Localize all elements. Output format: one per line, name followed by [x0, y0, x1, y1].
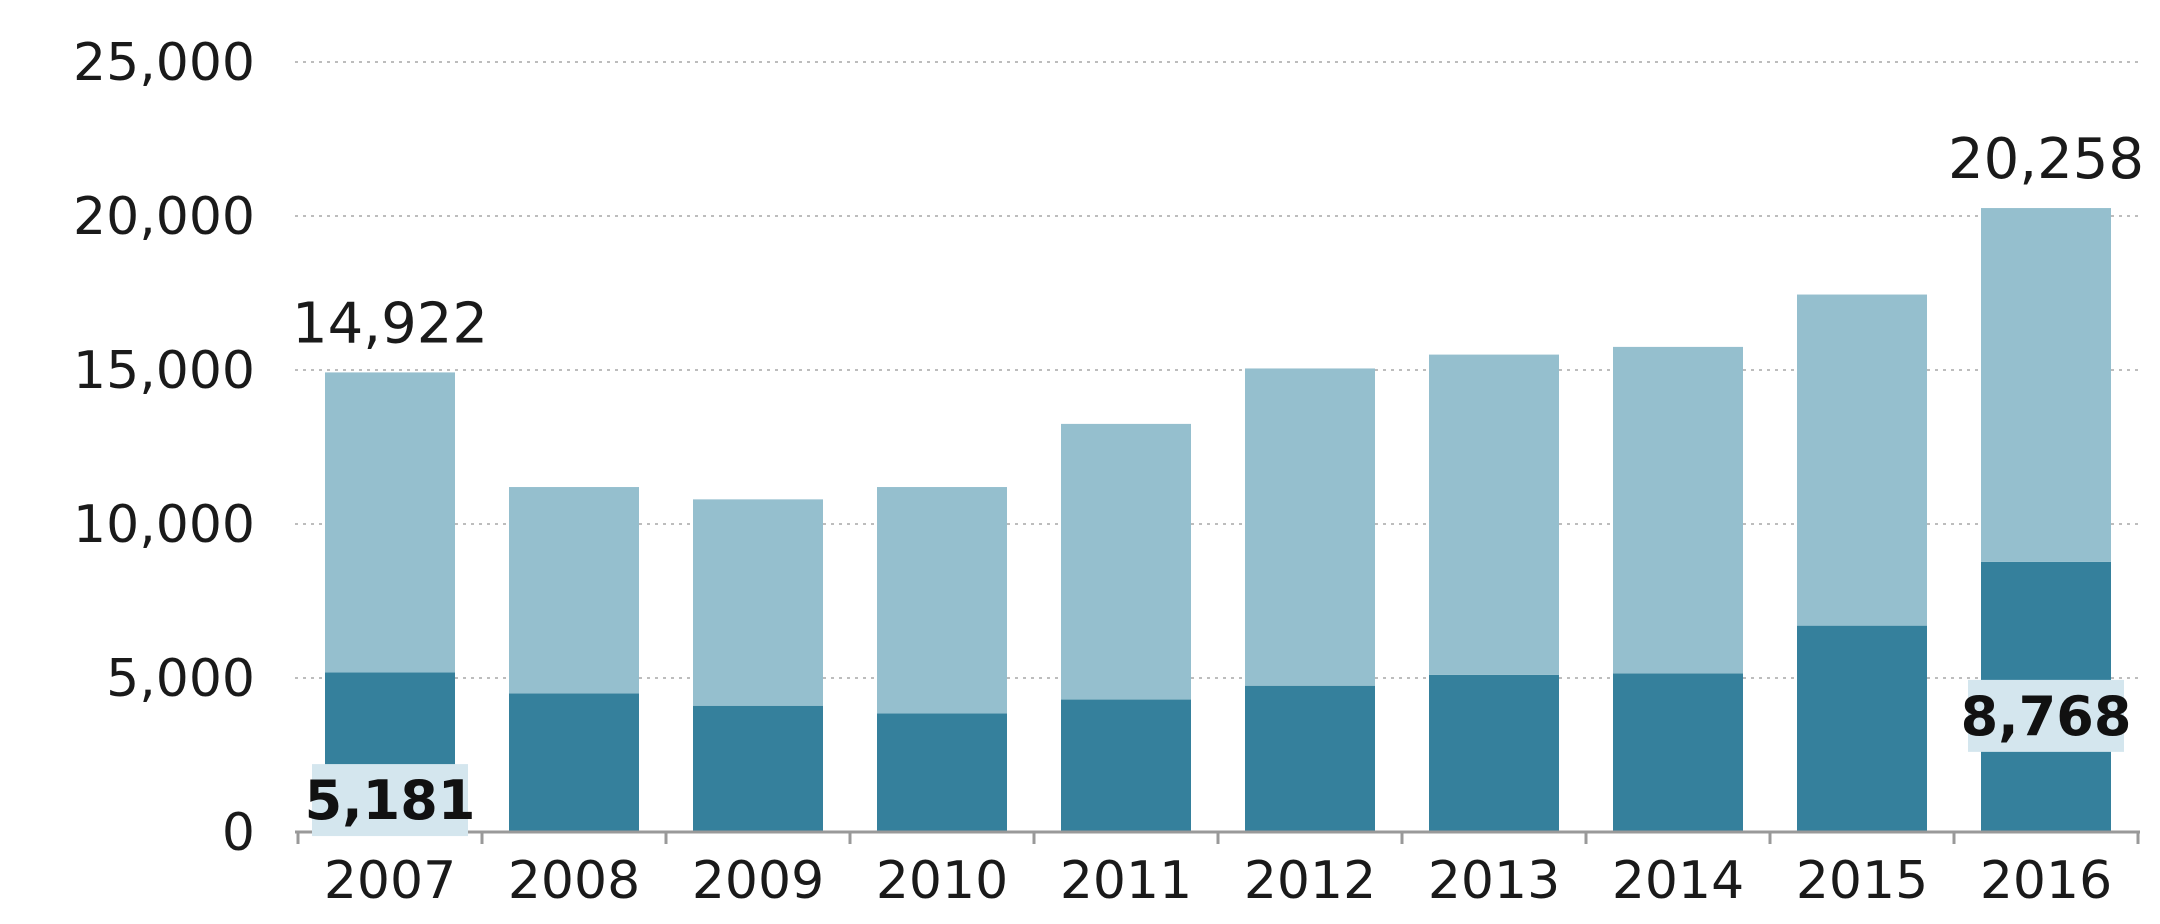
y-tick-label: 15,000 [73, 341, 255, 401]
inner-data-label: 5,181 [305, 769, 476, 832]
inner-label-background [312, 764, 468, 837]
x-axis [295, 830, 2140, 844]
bar-segment-2013-series-2 [1429, 354, 1559, 675]
y-axis-tick-labels: 0 5,000 10,000 15,000 20,000 25,000 [73, 33, 255, 863]
x-tick-label: 2008 [508, 851, 640, 911]
inner-data-label: 8,768 [1961, 685, 2132, 748]
bar-segment-2010-series-1 [877, 713, 1007, 832]
bar-segment-2016-series-2 [1981, 208, 2111, 562]
y-tick-label: 10,000 [73, 495, 255, 555]
total-data-label: 14,922 [292, 291, 488, 356]
x-tick-label: 2011 [1060, 851, 1192, 911]
x-tick-label: 2013 [1428, 851, 1560, 911]
bar-segment-2014-series-1 [1613, 673, 1743, 832]
bar-segment-2012-series-2 [1245, 368, 1375, 686]
bar-segment-2009-series-1 [693, 705, 823, 832]
bar-segment-2009-series-2 [693, 499, 823, 706]
bar-segment-2011-series-1 [1061, 699, 1191, 832]
bar-segment-2011-series-2 [1061, 423, 1191, 700]
x-tick-label: 2014 [1612, 851, 1744, 911]
bar-segment-2015-series-1 [1797, 625, 1927, 832]
bar-segment-2013-series-1 [1429, 674, 1559, 832]
y-tick-label: 20,000 [73, 187, 255, 247]
bar-segment-2010-series-2 [877, 487, 1007, 714]
x-tick-label: 2007 [324, 851, 456, 911]
y-tick-label: 25,000 [73, 33, 255, 93]
x-tick-label: 2010 [876, 851, 1008, 911]
x-tick-label: 2009 [692, 851, 824, 911]
x-axis-tick-labels: 2007 2008 2009 2010 2011 2012 2013 2014 2015 2016 [324, 851, 2112, 911]
inner-label-background [1968, 679, 2124, 752]
y-tick-label: 5,000 [106, 649, 255, 709]
bar-segment-2008-series-1 [509, 693, 639, 832]
bar-segment-2014-series-2 [1613, 346, 1743, 674]
bar-segment-2008-series-2 [509, 487, 639, 694]
bar-segment-2007-series-2 [325, 372, 455, 673]
bars [325, 208, 2111, 832]
data-labels: 14,922 5,181 20,258 8,768 [292, 127, 2144, 837]
y-tick-label: 0 [222, 803, 255, 863]
x-tick-label: 2016 [1980, 851, 2112, 911]
total-data-label: 20,258 [1948, 127, 2144, 192]
bar-segment-2012-series-1 [1245, 685, 1375, 832]
x-tick-label: 2012 [1244, 851, 1376, 911]
bar-segment-2015-series-2 [1797, 294, 1927, 626]
x-tick-label: 2015 [1796, 851, 1928, 911]
